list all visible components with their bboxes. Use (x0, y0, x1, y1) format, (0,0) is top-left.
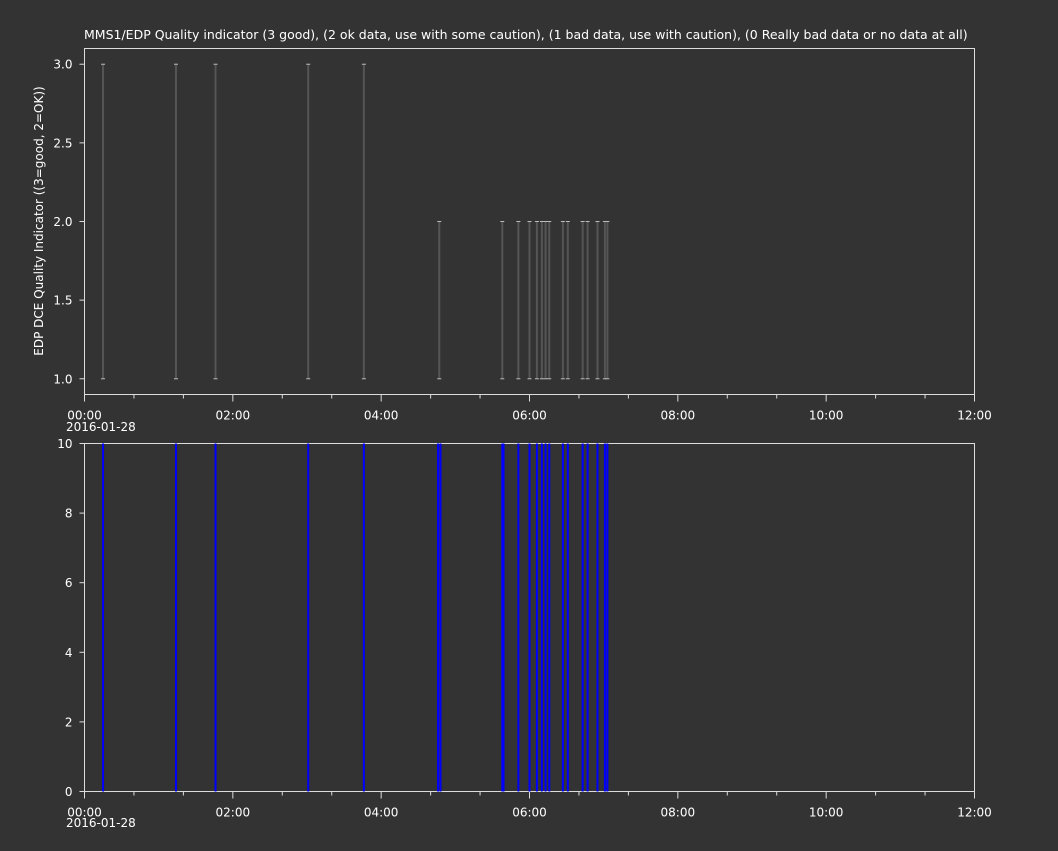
quality-y-tick-label: 3.0 (53, 58, 72, 72)
count-bar (603, 443, 606, 792)
count-bar (561, 443, 564, 792)
count-y-tick-label: 8 (65, 507, 73, 521)
count-x-tick-label: 10:00 (809, 806, 844, 820)
quality-bar (214, 64, 217, 379)
count-bar (586, 443, 589, 792)
count-y-tick-label: 6 (65, 576, 73, 590)
quality-x-tick-label: 00:00 (67, 409, 102, 423)
count-bar (535, 443, 538, 792)
count-bar (439, 443, 442, 792)
quality-y-axis: 1.0 1.5 2.0 2.5 3.0 (53, 58, 85, 386)
quality-y-axis-label: EDP DCE Quality Indicator ((3=good, 2=OK… (32, 86, 46, 355)
count-bar (517, 443, 520, 792)
count-bar (548, 443, 551, 792)
count-bar (544, 443, 547, 792)
quality-bar (362, 64, 365, 379)
quality-y-tick-label: 1.0 (53, 372, 72, 386)
count-x-tick-label: 06:00 (512, 806, 547, 820)
quality-bar (517, 221, 520, 379)
quality-x-axis: 00:00 02:00 04:00 06:00 08:00 10:00 12:00 (67, 394, 992, 423)
quality-x-tick-label: 08:00 (661, 409, 696, 423)
quality-bar (307, 64, 310, 379)
quality-bar (586, 221, 589, 379)
count-bar (174, 443, 177, 792)
quality-bar (438, 221, 441, 379)
count-bar (502, 443, 505, 792)
count-bar (581, 443, 584, 792)
count-bar (214, 443, 217, 792)
quality-y-tick-label: 1.5 (53, 294, 72, 308)
quality-bar (501, 221, 504, 379)
count-x-tick-label: 00:00 (67, 806, 102, 820)
quality-bar (603, 221, 606, 379)
count-x-tick-label: 08:00 (661, 806, 696, 820)
count-bar (528, 443, 531, 792)
figure-title: MMS1/EDP Quality indicator (3 good), (2 … (84, 27, 968, 42)
count-x-tick-label: 02:00 (216, 806, 251, 820)
count-x-tick-label: 04:00 (364, 806, 399, 820)
count-bar (307, 443, 310, 792)
count-bar (501, 443, 504, 792)
count-bar (437, 443, 440, 792)
quality-y-tick-label: 2.0 (53, 215, 72, 229)
quality-bar (528, 221, 531, 379)
count-y-tick-label: 2 (65, 715, 73, 729)
count-bar (102, 443, 105, 792)
count-x-tick-label: 12:00 (957, 806, 992, 820)
count-bar (540, 443, 543, 792)
count-y-tick-label: 4 (65, 646, 73, 660)
count-bars (102, 443, 609, 792)
quality-bar (548, 221, 551, 379)
count-bar (596, 443, 599, 792)
count-bar (606, 443, 609, 792)
quality-x-tick-label: 02:00 (216, 409, 251, 423)
count-panel: 0 2 4 6 8 10 00:00 02:00 04:00 06:00 08:00 10:00 12… (57, 437, 992, 830)
quality-bar (535, 221, 538, 379)
count-y-axis: 0 2 4 6 8 10 (57, 437, 85, 799)
quality-bar (540, 221, 543, 379)
quality-bar (606, 221, 609, 379)
quality-panel: 1.0 1.5 2.0 2.5 3.0 00:00 02:00 04:00 06:00 08:0… (32, 48, 992, 434)
quality-y-tick-label: 2.5 (53, 136, 72, 150)
count-x-axis: 00:00 02:00 04:00 06:00 08:00 10:00 12:00 (67, 791, 992, 820)
quality-bar (174, 64, 177, 379)
quality-bars (101, 63, 610, 380)
quality-bar (581, 221, 584, 379)
quality-bar (561, 221, 564, 379)
quality-x-date-label: 2016-01-28 (66, 420, 136, 434)
count-y-tick-label: 10 (57, 437, 72, 451)
quality-bar (544, 221, 547, 379)
count-y-tick-label: 0 (65, 785, 73, 799)
quality-x-tick-label: 12:00 (957, 409, 992, 423)
quality-bar (596, 221, 599, 379)
quality-bar (102, 64, 105, 379)
count-bar (566, 443, 569, 792)
quality-x-tick-label: 10:00 (809, 409, 844, 423)
count-bar (362, 443, 365, 792)
count-x-date-label: 2016-01-28 (66, 816, 136, 830)
quality-bar (566, 221, 569, 379)
quality-x-tick-label: 06:00 (512, 409, 547, 423)
quality-x-tick-label: 04:00 (364, 409, 399, 423)
